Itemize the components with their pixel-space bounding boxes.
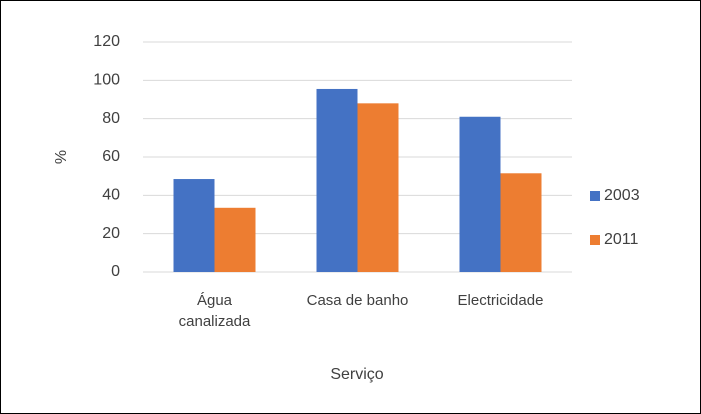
bar [173,179,215,272]
bar [357,103,399,272]
y-tick-label: 80 [102,110,120,127]
bar [459,116,501,272]
y-tick-label: 0 [111,263,120,280]
legend-swatch [590,235,600,245]
legend-label: 2003 [604,187,640,204]
y-tick-label: 60 [102,148,120,165]
x-tick-label: Água canalizada [178,292,251,330]
legend-swatch [590,191,600,201]
x-tick-label: Casa de banho [306,292,409,309]
y-tick-label: 20 [102,225,120,242]
y-tick-label: 100 [93,72,120,89]
y-tick-label: 40 [102,187,120,204]
y-tick-label: 120 [93,33,120,50]
bar [316,88,358,272]
x-tick-label: Electricidade [457,292,544,309]
x-axis-title: Serviço [330,366,383,383]
y-axis-title: % [53,150,70,164]
bar [500,173,542,272]
legend-label: 2011 [604,231,639,248]
bar [214,207,256,272]
